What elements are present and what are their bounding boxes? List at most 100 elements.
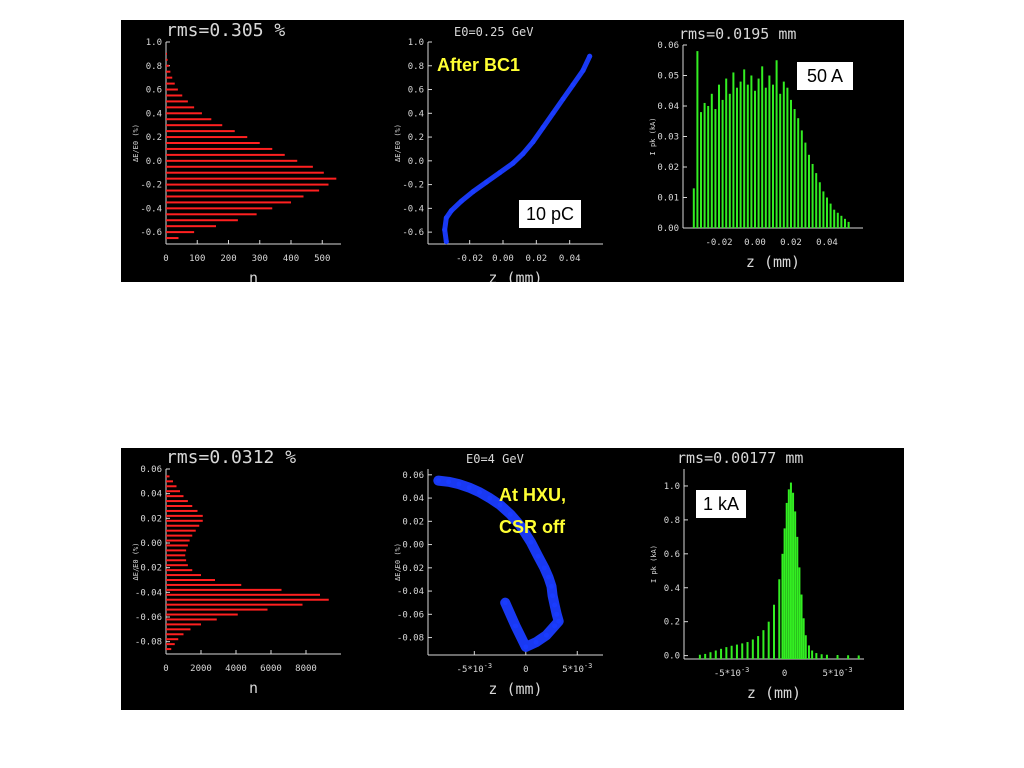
bottom-right-bar xyxy=(741,643,744,659)
bottom-right-bar xyxy=(789,482,792,659)
top-right-bar xyxy=(692,188,695,228)
bottom-middle-point xyxy=(545,574,551,580)
top-right-bar xyxy=(750,75,753,228)
bottom-right-bar xyxy=(730,645,733,659)
bottom-left-ylabel: ΔE/E0 (%) xyxy=(132,543,140,581)
bottom-middle-ytick-label: -0.02 xyxy=(397,564,424,574)
top-middle-chart: E0=0.25 GeV -0.6 -0.4 -0.2 0.0 0.2 0.4 0.6 0.8 1.… xyxy=(394,25,603,282)
top-middle-xtick-label: 0.00 xyxy=(492,254,514,264)
top-middle-ytick-label: 0.4 xyxy=(408,109,424,119)
top-middle-point xyxy=(520,151,526,157)
top-left-xtick-label: 500 xyxy=(314,254,330,264)
bottom-left-bar xyxy=(166,529,196,532)
bottom-left-ytick-label: 0.00 xyxy=(140,539,162,549)
bottom-right-annotation-box xyxy=(696,490,746,518)
bottom-right-bar xyxy=(836,655,839,659)
bottom-middle-ytick-label: 0.06 xyxy=(402,471,424,481)
bottom-middle-point xyxy=(456,481,462,487)
bottom-middle-point xyxy=(497,502,503,508)
top-middle-annotation: 10 pC xyxy=(526,204,574,224)
bottom-left-bar xyxy=(166,579,215,581)
top-left-bar xyxy=(166,183,329,186)
top-right-bar xyxy=(700,112,702,228)
bottom-right-bar xyxy=(714,650,717,659)
top-right-bar xyxy=(710,93,713,228)
bottom-middle-point xyxy=(541,565,547,571)
bottom-right-bar xyxy=(709,652,712,659)
bottom-middle-point xyxy=(435,478,441,484)
top-right-bar xyxy=(754,90,756,228)
bottom-right-bar xyxy=(698,654,701,659)
bottom-left-bar xyxy=(166,643,175,646)
top-figure-strip: rms=0.305 % -0.6 -0.4 -0.2 0.0 0.2 0.4 0.6 0.8 1.… xyxy=(121,20,904,282)
top-right-bar xyxy=(790,99,792,229)
bottom-middle-point xyxy=(466,485,472,491)
bottom-left-title: rms=0.0312 % xyxy=(166,448,296,468)
top-left-bar xyxy=(166,142,260,144)
bottom-left-bar xyxy=(166,554,186,557)
bottom-left-xtick-label: 0 xyxy=(163,664,168,674)
bottom-right-bar xyxy=(811,650,814,659)
top-middle-ytick-label: -0.4 xyxy=(402,204,424,214)
top-middle-ytick-label: 0.0 xyxy=(408,157,424,167)
bottom-left-bar xyxy=(166,583,242,586)
bottom-left-bar xyxy=(166,608,268,611)
bottom-figure-svg: rms=0.0312 %-0.08-0.06-0.04-0.020.000.02… xyxy=(132,448,864,702)
bottom-right-bar xyxy=(773,604,775,659)
top-middle-point xyxy=(560,96,566,102)
top-right-xtick-label: -0.02 xyxy=(705,238,732,248)
top-left-bar xyxy=(166,177,337,180)
top-middle-point xyxy=(580,68,586,74)
bottom-middle-point xyxy=(528,539,534,545)
top-left-bar xyxy=(166,136,248,139)
bottom-middle-point xyxy=(523,644,529,650)
bottom-left-xtick-label: 8000 xyxy=(295,664,317,674)
top-middle-xlabel: z (mm) xyxy=(488,269,542,282)
top-left-ytick-label: 0.6 xyxy=(146,86,162,96)
bottom-left-ytick-label: -0.04 xyxy=(135,588,162,598)
top-left-ytick-label: -0.2 xyxy=(140,181,162,191)
top-middle-point xyxy=(497,170,503,176)
bottom-left-bar xyxy=(166,559,187,562)
top-left-bar xyxy=(166,231,195,234)
bottom-right-bar xyxy=(767,621,770,659)
top-left-bar xyxy=(166,58,168,61)
top-right-bar xyxy=(703,102,706,228)
top-middle-point xyxy=(470,189,476,195)
bottom-left-bar xyxy=(166,514,203,517)
top-middle-point xyxy=(530,139,536,145)
top-left-xtick-label: 300 xyxy=(252,254,268,264)
top-right-bar xyxy=(696,51,699,228)
bottom-middle-chart: E0=4 GeV -0.08 -0.06 -0.04 -0.02 0.00 0.02 0.04… xyxy=(394,452,603,698)
top-left-bar xyxy=(166,165,313,168)
top-right-bar xyxy=(840,215,843,228)
top-right-bar xyxy=(836,212,839,228)
top-left-ylabel: ΔE/E0 (%) xyxy=(132,124,140,162)
bottom-right-bar xyxy=(735,644,738,659)
top-left-ytick-label: -0.4 xyxy=(140,204,162,214)
top-left-bar xyxy=(166,189,320,192)
top-middle-ytick-label: -0.2 xyxy=(402,181,424,191)
top-right-bar xyxy=(739,81,742,228)
top-middle-point xyxy=(510,160,516,166)
bottom-left-bar xyxy=(166,534,193,537)
top-middle-annotation: After BC1 xyxy=(437,55,520,75)
top-middle-ylabel: ΔE/E0 (%) xyxy=(394,124,402,162)
top-left-ytick-label: -0.6 xyxy=(140,228,162,238)
top-right-ytick-label: 0.00 xyxy=(657,224,679,234)
top-right-xtick-label: 0.00 xyxy=(744,238,766,248)
top-right-bar xyxy=(736,87,738,228)
top-left-bar xyxy=(166,153,285,156)
top-left-chart: rms=0.305 % -0.6 -0.4 -0.2 0.0 0.2 0.4 0.6 0.8 1.… xyxy=(132,20,341,282)
top-middle-point xyxy=(587,53,593,59)
bottom-right-ytick-label: 0.8 xyxy=(664,516,680,526)
bottom-left-bar xyxy=(166,509,198,512)
bottom-left-bar xyxy=(166,623,201,626)
top-middle-point xyxy=(442,227,448,233)
bottom-right-bar xyxy=(794,511,797,659)
top-middle-point xyxy=(540,125,546,131)
bottom-left-ytick-label: 0.06 xyxy=(140,465,162,475)
top-figure-svg: rms=0.305 % -0.6 -0.4 -0.2 0.0 0.2 0.4 0.6 0.8 1.… xyxy=(132,20,863,282)
top-right-bar xyxy=(775,60,778,228)
top-left-bar xyxy=(166,70,171,73)
